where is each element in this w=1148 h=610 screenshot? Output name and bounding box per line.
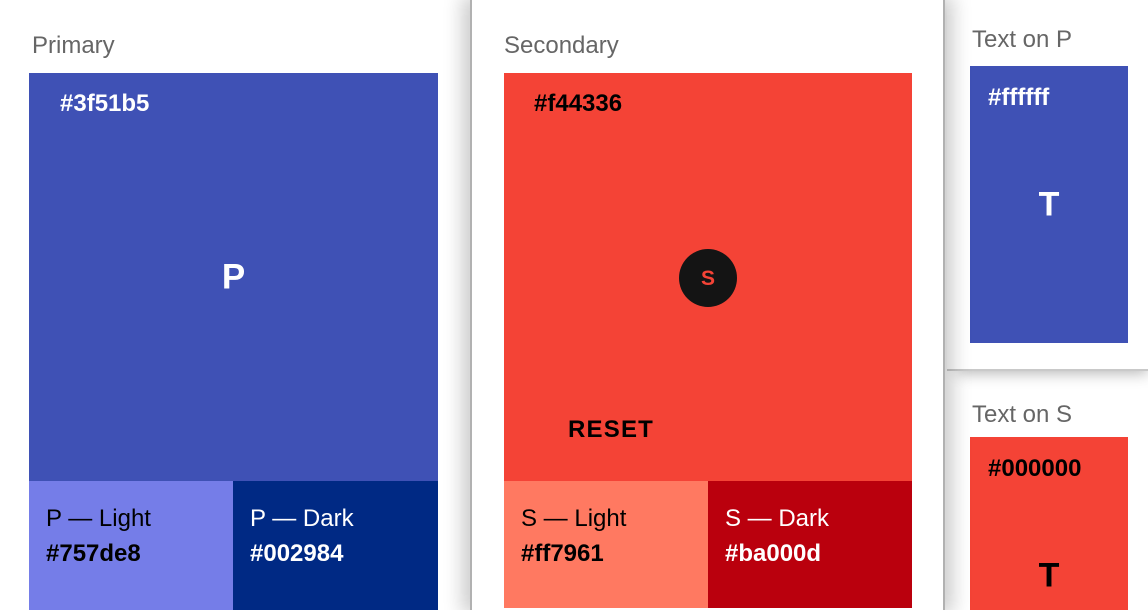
secondary-light-swatch[interactable]: S — Light #ff7961 [504, 481, 708, 608]
secondary-light-hex: #ff7961 [521, 540, 604, 567]
secondary-dark-swatch[interactable]: S — Dark #ba000d [708, 481, 912, 608]
text-on-primary-letter: T [1038, 185, 1060, 223]
primary-dark-name: P — Dark [250, 505, 354, 532]
text-on-primary-hex: #ffffff [988, 84, 1050, 111]
secondary-light-name: S — Light [521, 505, 627, 532]
text-on-secondary-letter: T [1038, 556, 1060, 594]
reset-button[interactable]: RESET [568, 416, 655, 443]
primary-section-label: Primary [32, 32, 115, 59]
secondary-badge-letter: S [700, 266, 715, 290]
secondary-main-swatch[interactable]: #f44336 S RESET [504, 73, 912, 481]
text-on-secondary-swatch[interactable]: #000000 T [970, 437, 1128, 610]
secondary-hex-value: #f44336 [534, 90, 623, 117]
secondary-card: Secondary #f44336 S RESET S — Light #ff7… [470, 0, 945, 610]
secondary-dark-name: S — Dark [725, 505, 830, 532]
text-on-secondary-card: Text on S #000000 T [947, 371, 1148, 610]
text-on-secondary-hex: #000000 [988, 455, 1082, 482]
secondary-selected-badge[interactable]: S [679, 249, 737, 307]
primary-light-hex: #757de8 [46, 540, 141, 567]
primary-variants-row: P — Light #757de8 P — Dark #002984 [29, 481, 438, 610]
primary-dark-hex: #002984 [250, 540, 344, 567]
secondary-dark-hex: #ba000d [725, 540, 822, 567]
primary-main-swatch[interactable]: #3f51b5 P [29, 73, 438, 481]
primary-letter: P [221, 257, 246, 297]
primary-light-name: P — Light [46, 505, 151, 532]
primary-light-swatch[interactable]: P — Light #757de8 [29, 481, 233, 610]
text-on-secondary-label: Text on S [972, 401, 1073, 428]
text-on-primary-card: Text on P #ffffff T [947, 0, 1148, 371]
primary-dark-swatch[interactable]: P — Dark #002984 [233, 481, 438, 610]
text-on-primary-label: Text on P [972, 26, 1073, 53]
primary-hex-value: #3f51b5 [60, 90, 150, 117]
secondary-variants-row: S — Light #ff7961 S — Dark #ba000d [504, 481, 912, 608]
secondary-section-label: Secondary [504, 32, 619, 59]
text-on-primary-swatch[interactable]: #ffffff T [970, 66, 1128, 343]
